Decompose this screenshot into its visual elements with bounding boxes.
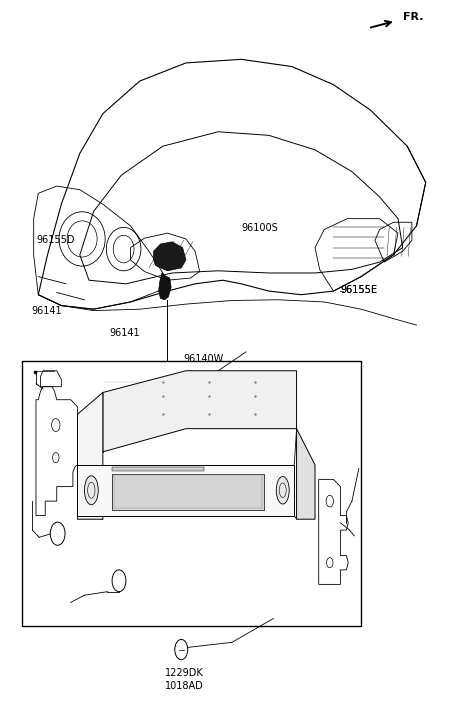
Polygon shape (77, 393, 103, 519)
Ellipse shape (112, 570, 125, 592)
Polygon shape (158, 273, 171, 300)
Text: FR.: FR. (402, 12, 422, 23)
Text: 96155D: 96155D (36, 236, 75, 246)
Bar (22, 361, 360, 626)
Circle shape (175, 640, 188, 659)
Text: 96100S: 96100S (241, 223, 277, 233)
Polygon shape (103, 371, 296, 452)
Bar (112, 467, 204, 470)
Polygon shape (153, 242, 186, 270)
Ellipse shape (50, 522, 65, 545)
Text: 96141: 96141 (110, 328, 140, 338)
Polygon shape (77, 465, 294, 515)
Ellipse shape (275, 476, 288, 504)
Polygon shape (296, 429, 314, 519)
Text: 1018AD: 1018AD (165, 680, 203, 691)
Bar (114, 475, 262, 508)
Text: 96140W: 96140W (183, 354, 223, 364)
Text: 1229DK: 1229DK (165, 667, 203, 678)
Bar (112, 473, 264, 510)
Text: 96155E: 96155E (340, 285, 376, 294)
Text: 96155E: 96155E (340, 285, 376, 294)
Text: 96141: 96141 (31, 306, 62, 316)
Ellipse shape (84, 475, 98, 505)
